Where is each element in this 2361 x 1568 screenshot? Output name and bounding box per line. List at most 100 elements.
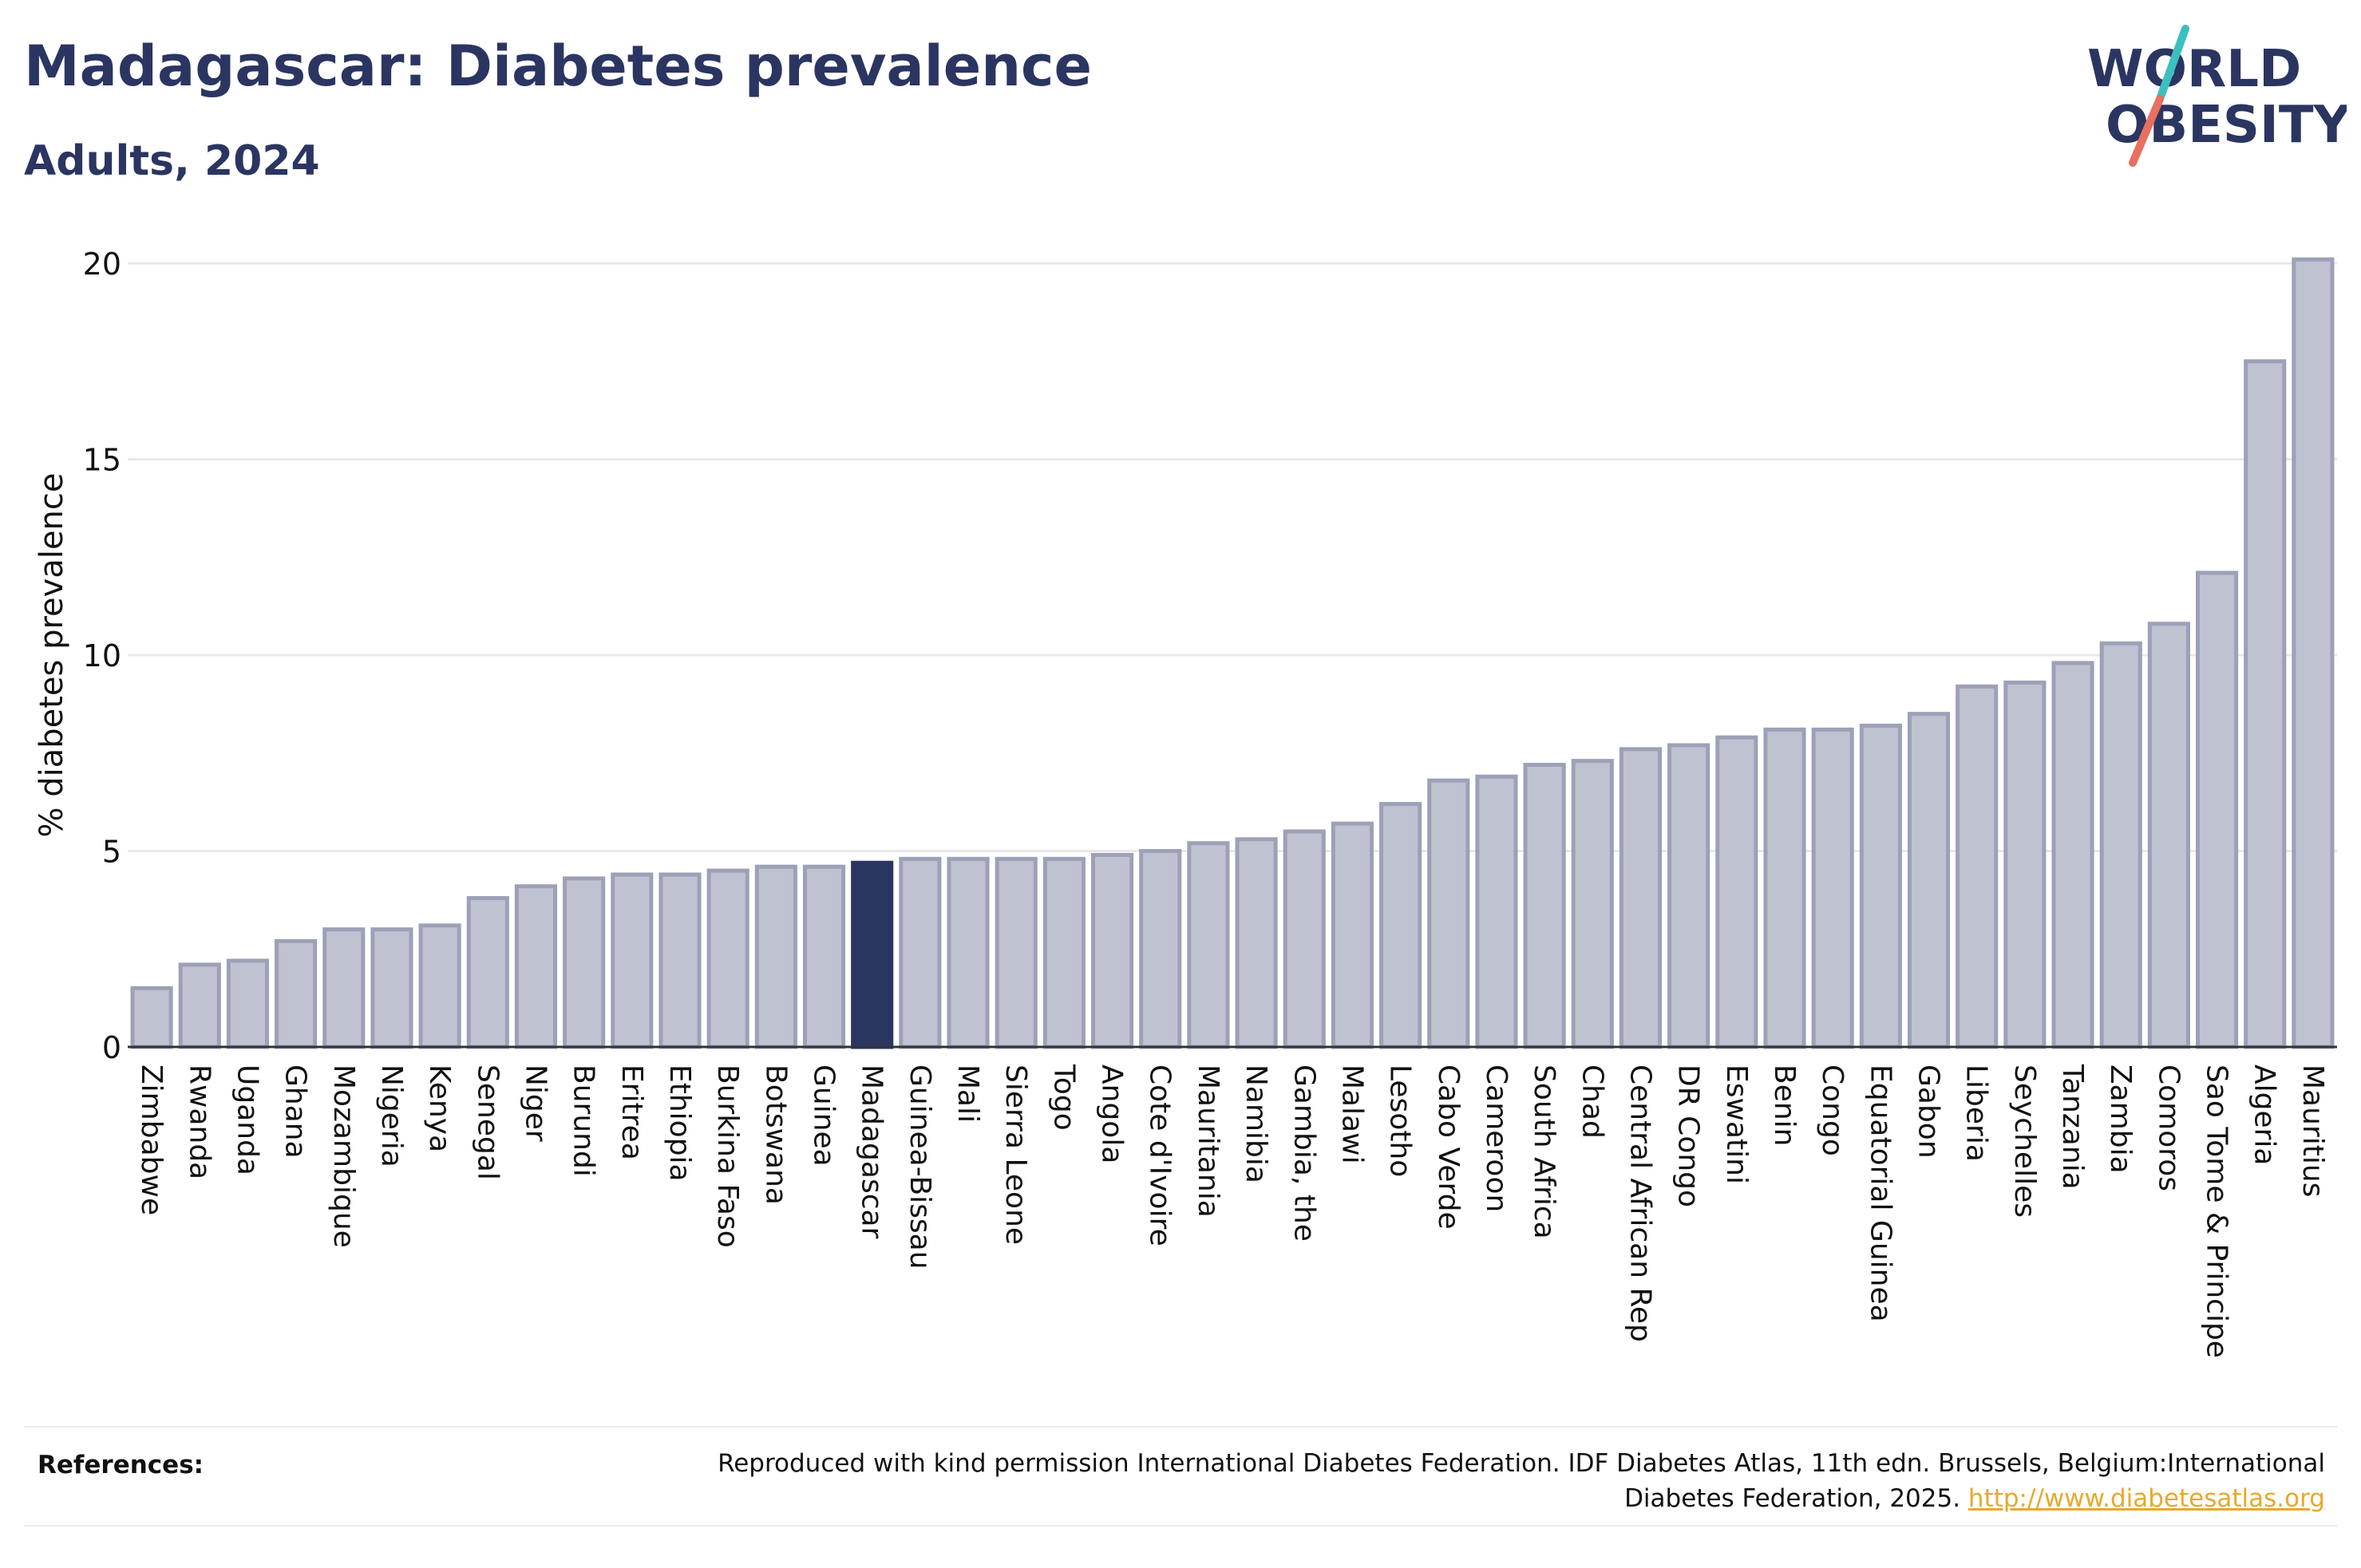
bar-benin: [1763, 727, 1806, 1049]
x-tick-label: Mali: [951, 1064, 984, 1123]
x-tick-label: South Africa: [1528, 1064, 1560, 1239]
x-tick-label: Eritrea: [615, 1064, 648, 1160]
x-tick-label: Comoros: [2152, 1064, 2185, 1191]
x-tick-label: Sao Tome & Principe: [2201, 1064, 2233, 1358]
x-tick-label: Equatorial Guinea: [1864, 1064, 1896, 1322]
y-tick-label: 10: [83, 638, 121, 673]
x-tick-label: Gabon: [1912, 1064, 1945, 1159]
world-obesity-logo: WORLD OBESITY: [2087, 25, 2347, 167]
bar-guinea: [802, 864, 846, 1049]
bar-kenya: [418, 923, 461, 1049]
x-tick-label: Guinea-Bissau: [904, 1064, 936, 1270]
x-tick-label: Eswatini: [1720, 1064, 1753, 1184]
y-tick-label: 0: [102, 1030, 121, 1065]
bar-south-africa: [1523, 762, 1566, 1049]
x-tick-label: Congo: [1816, 1064, 1849, 1156]
x-tick-label: Mauritius: [2296, 1064, 2329, 1197]
x-tick-label: Namibia: [1240, 1064, 1272, 1183]
bar-dr-congo: [1667, 743, 1710, 1049]
x-tick-label: Burkina Faso: [711, 1064, 744, 1248]
bar-namibia: [1235, 837, 1278, 1049]
x-tick-label: Togo: [1047, 1064, 1080, 1131]
references-text: Reproduced with kind permission Internat…: [649, 1446, 2325, 1516]
x-tick-label: Malawi: [1335, 1064, 1368, 1164]
bar-guinea-bissau: [899, 856, 942, 1049]
bar-zambia: [2099, 641, 2142, 1049]
bar-sierra-leone: [995, 856, 1038, 1049]
x-tick-label: Algeria: [2248, 1064, 2281, 1166]
bar-mauritius: [2292, 257, 2335, 1049]
x-tick-label: Angola: [1096, 1064, 1129, 1163]
x-tick-label: Nigeria: [375, 1064, 408, 1167]
bar-eswatini: [1715, 735, 1758, 1049]
bar-cabo-verde: [1427, 778, 1470, 1049]
chart-title: Madagascar: Diabetes prevalence: [24, 34, 1092, 99]
bar-mauritania: [1187, 841, 1230, 1049]
x-tick-label: Seychelles: [2008, 1064, 2041, 1218]
bar-congo: [1811, 727, 1854, 1049]
chart-subtitle: Adults, 2024: [24, 137, 320, 185]
bar-mali: [947, 856, 990, 1049]
x-tick-label: Madagascar: [856, 1064, 888, 1239]
bar-gambia-the: [1283, 829, 1326, 1049]
references-link[interactable]: http://www.diabetesatlas.org: [1968, 1484, 2325, 1513]
bar-liberia: [1956, 684, 1999, 1049]
bar-angola: [1090, 852, 1134, 1049]
bar-ethiopia: [658, 872, 702, 1049]
x-tick-label: Sierra Leone: [999, 1064, 1032, 1245]
bar-chad: [1571, 759, 1614, 1049]
x-tick-label: Uganda: [231, 1064, 263, 1175]
bar-comoros: [2147, 622, 2190, 1049]
bar-nigeria: [370, 927, 413, 1049]
x-tick-label: Lesotho: [1384, 1064, 1417, 1177]
x-tick-label: Gambia, the: [1287, 1064, 1320, 1242]
bar-central-african-rep: [1619, 747, 1663, 1049]
logo-slash-bottom: [2129, 95, 2164, 167]
x-tick-label: Botswana: [759, 1064, 792, 1205]
x-tick-label: Ghana: [279, 1064, 312, 1159]
logo-slash-top: [2156, 25, 2189, 103]
bar-burkina-faso: [706, 868, 749, 1049]
bar-niger: [514, 884, 558, 1049]
y-axis-label: % diabetes prevalence: [34, 472, 70, 837]
x-tick-label: Central African Rep: [1623, 1064, 1656, 1342]
x-tick-label: Niger: [519, 1064, 552, 1142]
bar-ghana: [275, 938, 318, 1049]
bar-tanzania: [2051, 661, 2094, 1049]
bar-eritrea: [611, 872, 654, 1049]
bar-gabon: [1907, 712, 1951, 1049]
x-tick-label: Tanzania: [2056, 1064, 2089, 1190]
bar-sao-tome-principe: [2195, 571, 2239, 1049]
logo-line-world: WORLD: [2087, 40, 2301, 99]
bar-malawi: [1331, 821, 1374, 1049]
x-tick-label: Burundi: [568, 1064, 600, 1177]
x-tick-label: Senegal: [471, 1064, 504, 1180]
bar-botswana: [754, 864, 797, 1049]
bar-uganda: [226, 958, 270, 1049]
x-tick-label: Zambia: [2104, 1064, 2137, 1174]
x-tick-label: Chad: [1576, 1064, 1608, 1139]
x-tick-label: Mozambique: [327, 1064, 360, 1248]
bars: [130, 257, 2335, 1049]
x-tick-label: Rwanda: [183, 1064, 216, 1179]
bar-zimbabwe: [130, 985, 173, 1049]
bar-burundi: [563, 876, 606, 1049]
x-tick-label: Benin: [1768, 1064, 1801, 1146]
x-tick-label: DR Congo: [1672, 1064, 1705, 1207]
y-tick-label: 5: [102, 835, 121, 870]
y-tick-label: 20: [83, 247, 121, 282]
bar-cameroon: [1475, 774, 1518, 1049]
x-tick-label: Liberia: [1960, 1064, 1993, 1162]
bar-senegal: [466, 895, 509, 1049]
x-tick-label: Zimbabwe: [135, 1064, 168, 1215]
bar-cote-d-ivoire: [1139, 849, 1182, 1049]
x-tick-label: Kenya: [423, 1064, 456, 1152]
bar-equatorial-guinea: [1859, 723, 1902, 1049]
y-tick-label: 15: [83, 443, 121, 478]
x-tick-label: Guinea: [808, 1064, 840, 1167]
bar-seychelles: [2003, 680, 2047, 1049]
x-tick-label: Mauritania: [1192, 1064, 1224, 1218]
references-body: Reproduced with kind permission Internat…: [718, 1449, 2325, 1513]
bar-lesotho: [1379, 802, 1422, 1049]
y-tick-labels: 0 5 10 15 20: [83, 247, 121, 1065]
